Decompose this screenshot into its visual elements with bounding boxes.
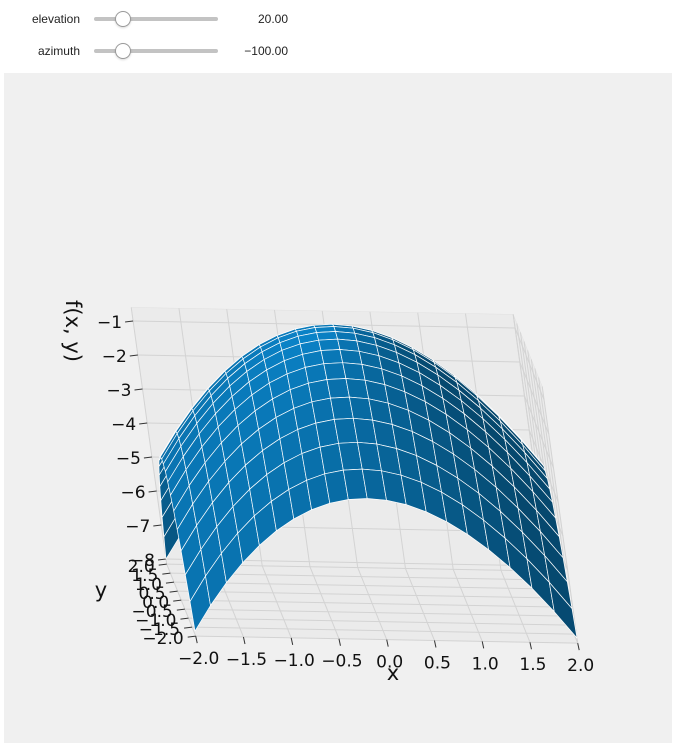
y-tick-label: −0.5 <box>132 602 173 622</box>
surface-facet <box>339 349 363 365</box>
y-tick <box>187 635 196 638</box>
x-tick <box>386 639 389 647</box>
y-tick-label: −1.5 <box>139 620 180 640</box>
y-tick-label: 0.0 <box>142 593 169 613</box>
grid-line <box>524 395 554 469</box>
grid-line <box>519 361 550 435</box>
elevation-label: elevation <box>31 12 80 26</box>
x-tick-label: −1.0 <box>274 651 315 671</box>
grid-line <box>192 626 575 635</box>
y-tick <box>165 581 175 584</box>
azimuth-slider-handle[interactable] <box>114 43 131 59</box>
y-tick <box>184 626 193 629</box>
x-tick-label: 1.0 <box>472 654 499 674</box>
z-tick-label: −6 <box>121 483 146 503</box>
azimuth-value: −100.00 <box>244 44 288 58</box>
y-tick-label: −2.0 <box>142 629 183 649</box>
y-tick <box>176 608 185 611</box>
grid-line <box>514 327 545 401</box>
z-tick-label: −3 <box>106 381 131 401</box>
y-tick-label: 1.0 <box>135 575 162 595</box>
x-tick-label: 2.0 <box>567 656 594 676</box>
surface-facet <box>326 378 350 399</box>
x-tick <box>290 637 294 645</box>
elevation-control: elevation 20.00 <box>0 8 677 30</box>
z-tick <box>125 320 134 323</box>
z-tick <box>157 558 167 561</box>
z-tick-label: −4 <box>111 415 136 435</box>
grid-line <box>188 617 571 626</box>
y-axis-label: y <box>95 578 107 602</box>
y-tick <box>162 572 171 575</box>
x-tick <box>577 642 580 651</box>
grid-line <box>181 599 564 608</box>
y-tick-label: 0.5 <box>139 584 166 604</box>
x-tick-label: 0.0 <box>376 653 403 673</box>
grid-line <box>130 307 168 565</box>
z-tick <box>143 456 152 459</box>
z-tick <box>129 354 138 357</box>
z-tick <box>139 422 148 425</box>
azimuth-slider[interactable] <box>94 43 218 59</box>
view-controls: elevation 20.00 azimuth −100.00 <box>0 0 677 70</box>
grid-line <box>184 608 567 617</box>
z-tick <box>134 388 143 391</box>
z-tick-label: −2 <box>102 347 127 367</box>
y-tick <box>169 590 178 593</box>
y-tick <box>180 617 189 620</box>
x-tick <box>433 640 437 648</box>
elevation-value: 20.00 <box>257 12 288 26</box>
z-tick <box>153 524 162 527</box>
plot-area[interactable]: −2.0 −1.5 −1.0 −0.5 0.0 0.5 1.0 1.5 2.0 −2.0 −1.5−… <box>4 73 672 743</box>
surface-facet <box>323 362 347 380</box>
surface-facet <box>318 338 341 351</box>
grid-line <box>541 386 579 644</box>
z-tick <box>148 490 157 493</box>
x-tick-label: 1.5 <box>519 655 546 675</box>
z-tick-label: −5 <box>116 449 141 469</box>
x-axis-label: x <box>387 661 399 685</box>
surface-facet <box>316 331 338 341</box>
surface-facet <box>548 582 578 639</box>
x-tick <box>195 635 198 644</box>
x-tick-label: −1.5 <box>226 650 267 670</box>
x-tick-label: −0.5 <box>321 652 362 672</box>
grid-line <box>170 572 553 581</box>
surface-facet <box>342 362 366 381</box>
z-axis-label: f(x, y) <box>61 300 85 362</box>
elevation-slider[interactable] <box>94 11 218 27</box>
z-tick-label: −1 <box>97 313 122 333</box>
surface-plot: −2.0 −1.5 −1.0 −0.5 0.0 0.5 1.0 1.5 2.0−2.0−1.5−… <box>61 300 594 685</box>
z-tick-label: −7 <box>125 517 150 537</box>
y-tick <box>158 563 167 566</box>
x-tick <box>529 642 532 650</box>
x-tick <box>481 641 485 649</box>
azimuth-control: azimuth −100.00 <box>0 40 677 62</box>
elevation-slider-handle[interactable] <box>114 11 131 27</box>
y-tick-label: −1.0 <box>135 611 176 631</box>
x-tick <box>242 636 246 645</box>
azimuth-label: azimuth <box>37 44 80 58</box>
surface-facet <box>320 349 344 365</box>
y-tick <box>173 599 182 602</box>
grid-line <box>177 590 560 599</box>
x-tick-label: −2.0 <box>178 649 219 669</box>
x-tick <box>338 638 341 646</box>
grid-line <box>173 581 556 590</box>
y-tick-label: 2.0 <box>128 557 155 577</box>
x-tick-label: 0.5 <box>424 653 451 673</box>
y-tick-label: 1.5 <box>131 566 158 586</box>
z-tick-label: −8 <box>130 551 155 571</box>
